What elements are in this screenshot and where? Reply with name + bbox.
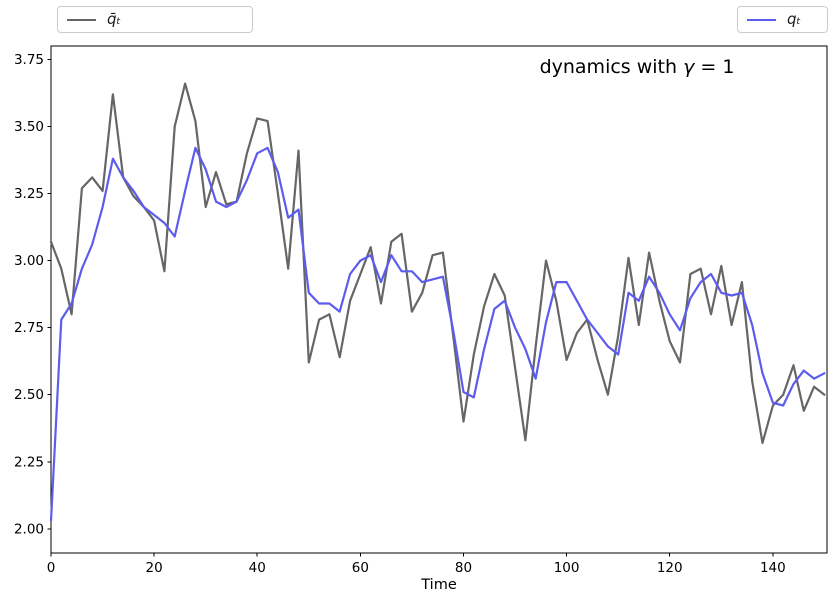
legend-line-sample-qbar [67, 18, 96, 21]
y-tick-label: 2.75 [14, 320, 44, 336]
axes-spines [50, 45, 828, 554]
legend-box-q: qₜ [737, 6, 828, 33]
legend-line-sample-q [747, 18, 776, 21]
x-tick-label: 20 [146, 560, 163, 576]
legend-label-q: qₜ [787, 10, 801, 28]
gamma-annotation: dynamics with γ = 1 [540, 56, 735, 78]
series-line-q [49, 146, 826, 522]
y-tick-label: 2.00 [14, 521, 44, 537]
x-tick-label: 80 [455, 560, 472, 576]
x-tick-label: 40 [249, 560, 266, 576]
annotation-suffix: = 1 [694, 56, 735, 78]
y-tick-label: 3.25 [14, 186, 44, 202]
series-line-qbar [49, 82, 826, 445]
x-tick-label: 120 [657, 560, 683, 576]
x-tick-label: 0 [47, 560, 56, 576]
y-tick-label: 2.50 [14, 387, 44, 403]
x-tick-label: 60 [352, 560, 369, 576]
y-tick-label: 3.50 [14, 119, 44, 135]
legend-label-qbar: q̄ₜ [107, 10, 121, 28]
x-tick-label: 100 [554, 560, 580, 576]
y-tick-label: 3.00 [14, 253, 44, 269]
y-tick-label: 3.75 [14, 52, 44, 68]
y-tick-label: 2.25 [14, 454, 44, 470]
annotation-prefix: dynamics with [539, 56, 684, 78]
legend-box-qbar: q̄ₜ [57, 6, 253, 33]
x-axis-label: Time [421, 577, 457, 593]
x-tick-label: 140 [760, 560, 786, 576]
annotation-gamma: γ [683, 56, 695, 78]
